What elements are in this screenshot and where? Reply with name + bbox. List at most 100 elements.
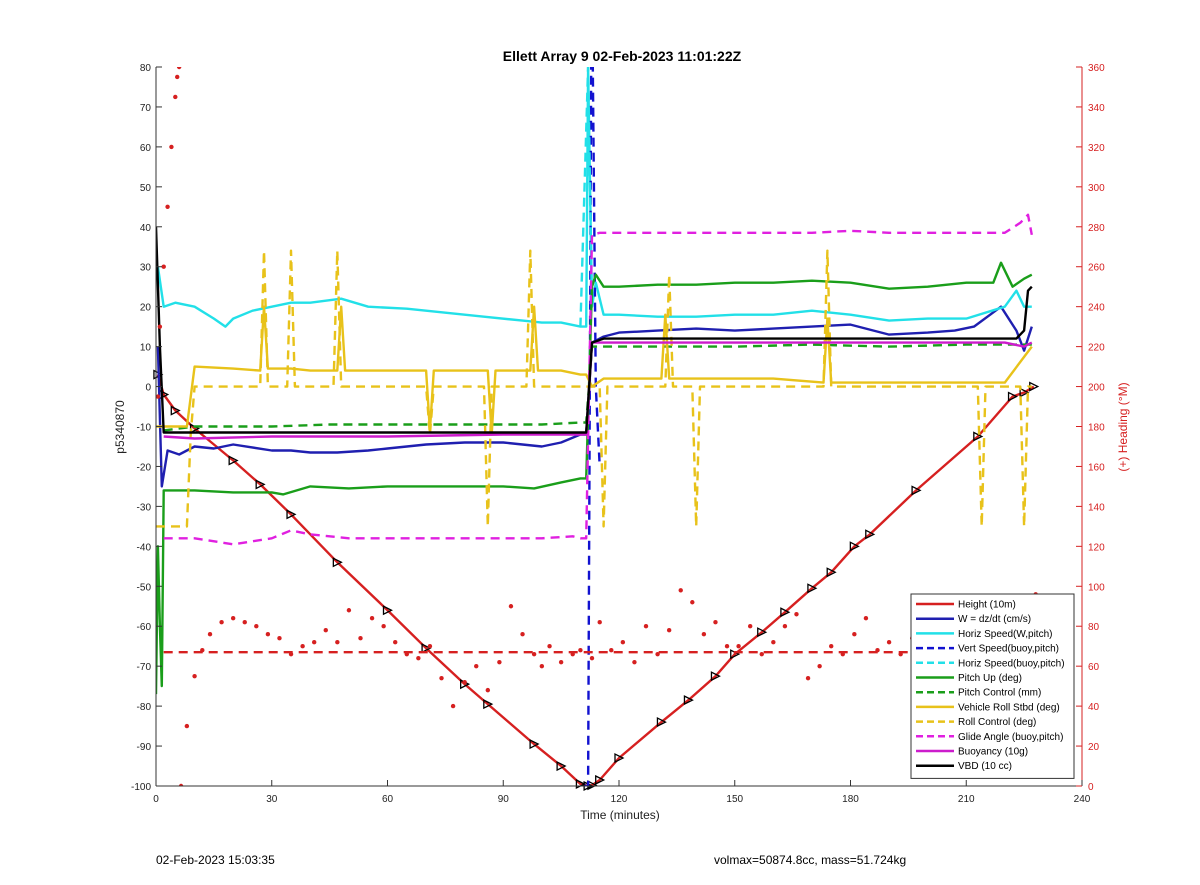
height-marker: [421, 643, 432, 654]
height-marker: [1019, 387, 1030, 398]
y2-tick-label: 320: [1088, 143, 1105, 154]
legend-label: Height (10m): [958, 600, 1016, 611]
y2-tick-label: 40: [1088, 702, 1100, 713]
x-tick-label: 150: [726, 794, 743, 805]
plot-area: [153, 67, 1040, 792]
heading-point: [589, 655, 595, 661]
heading-point: [175, 74, 180, 80]
legend-label: Buoyancy (10g): [958, 747, 1028, 758]
heading-point: [207, 632, 213, 637]
y-tick-label: 40: [140, 223, 152, 234]
height-marker: [595, 774, 606, 786]
heading-point: [157, 324, 163, 329]
height-marker: [865, 529, 876, 540]
heading-point: [450, 703, 456, 709]
height-marker: [556, 760, 567, 772]
y2-tick-label: 360: [1088, 63, 1105, 74]
chart-title: Ellett Array 9 02-Feb-2023 11:01:22Z: [503, 48, 742, 64]
height-marker: [228, 455, 239, 466]
y2-tick-label: 260: [1088, 263, 1105, 274]
heading-point: [609, 647, 614, 653]
heading-point: [277, 636, 282, 641]
height-marker: [170, 405, 181, 416]
series-3-line: [584, 67, 601, 786]
y2-axis-label: (+) Heading (°M): [1116, 382, 1130, 471]
y2-tick-label: 80: [1088, 622, 1100, 633]
height-marker: [255, 479, 266, 490]
heading-point: [558, 659, 564, 665]
y-tick-label: -70: [137, 662, 152, 673]
legend-label: Pitch Control (mm): [958, 688, 1041, 699]
series-9-line: [163, 213, 1033, 546]
x-tick-label: 30: [266, 794, 278, 805]
heading-point: [161, 264, 166, 269]
heading-point: [311, 640, 317, 645]
heading-point: [230, 616, 236, 621]
legend-label: Vert Speed(buoy,pitch): [958, 644, 1059, 655]
y2-tick-label: 20: [1088, 742, 1100, 753]
footer-timestamp: 02-Feb-2023 15:03:35: [156, 853, 275, 867]
height-marker: [849, 541, 860, 552]
heading-point: [184, 723, 190, 729]
y-axis-label: p5340870: [113, 400, 127, 454]
y2-tick-label: 100: [1088, 582, 1105, 593]
heading-point: [782, 624, 788, 629]
heading-point: [666, 628, 672, 633]
heading-point: [794, 612, 799, 617]
heading-point: [578, 647, 583, 653]
series-5-line: [156, 261, 1033, 695]
y-tick-label: 10: [140, 343, 152, 354]
heading-point: [497, 659, 502, 665]
height-marker: [656, 717, 667, 728]
heading-point: [539, 663, 545, 669]
y-tick-label: -50: [137, 582, 152, 593]
height-marker: [826, 567, 837, 578]
heading-point: [531, 651, 537, 657]
y-tick-label: 60: [140, 143, 152, 154]
y-tick-label: -100: [131, 782, 151, 793]
y2-tick-label: 220: [1088, 343, 1105, 354]
x-tick-label: 90: [498, 794, 510, 805]
y-tick-label: 50: [140, 183, 152, 194]
y2-tick-label: 120: [1088, 542, 1105, 553]
x-tick-label: 60: [382, 794, 394, 805]
height-marker: [529, 739, 540, 750]
height-marker: [973, 431, 984, 442]
heading-point: [474, 663, 479, 669]
y2-tick-label: 60: [1088, 662, 1100, 673]
y2-tick-label: 140: [1088, 502, 1105, 513]
x-tick-label: 240: [1074, 794, 1091, 805]
footer-vehicle-stats: volmax=50874.8cc, mass=51.724kg: [714, 853, 907, 867]
heading-point: [886, 640, 892, 645]
y-tick-label: -60: [137, 622, 152, 633]
legend-label: Vehicle Roll Stbd (deg): [958, 702, 1060, 713]
heading-point: [156, 394, 161, 399]
heading-point: [713, 620, 718, 625]
y2-tick-label: 300: [1088, 183, 1105, 194]
heading-point: [381, 624, 386, 629]
y-tick-label: -10: [137, 423, 152, 434]
y-tick-label: 70: [140, 103, 152, 114]
heading-point: [701, 632, 707, 637]
heading-point: [817, 663, 822, 669]
heading-point: [300, 643, 305, 649]
height-marker: [1007, 391, 1019, 402]
heading-point: [485, 687, 491, 693]
x-tick-label: 180: [842, 794, 859, 805]
heading-point: [805, 675, 811, 681]
legend: Height (10m) W = dz/dt (cm/s) Horiz Speed(…: [910, 593, 1075, 779]
heading-point: [358, 636, 363, 641]
heading-point: [620, 640, 626, 645]
axes: 0 30 60 90 120 150 180 210 240-100-90-80-70-60-5…: [131, 63, 1105, 805]
heading-point: [863, 616, 869, 621]
heading-point: [759, 651, 764, 657]
heading-point: [393, 640, 398, 645]
heading-point: [323, 628, 328, 633]
heading-point: [439, 675, 444, 681]
x-tick-label: 0: [153, 794, 159, 805]
heading-point: [724, 643, 730, 649]
heading-point: [176, 67, 182, 70]
heading-point: [242, 620, 247, 625]
series-11-line: [156, 226, 1033, 434]
